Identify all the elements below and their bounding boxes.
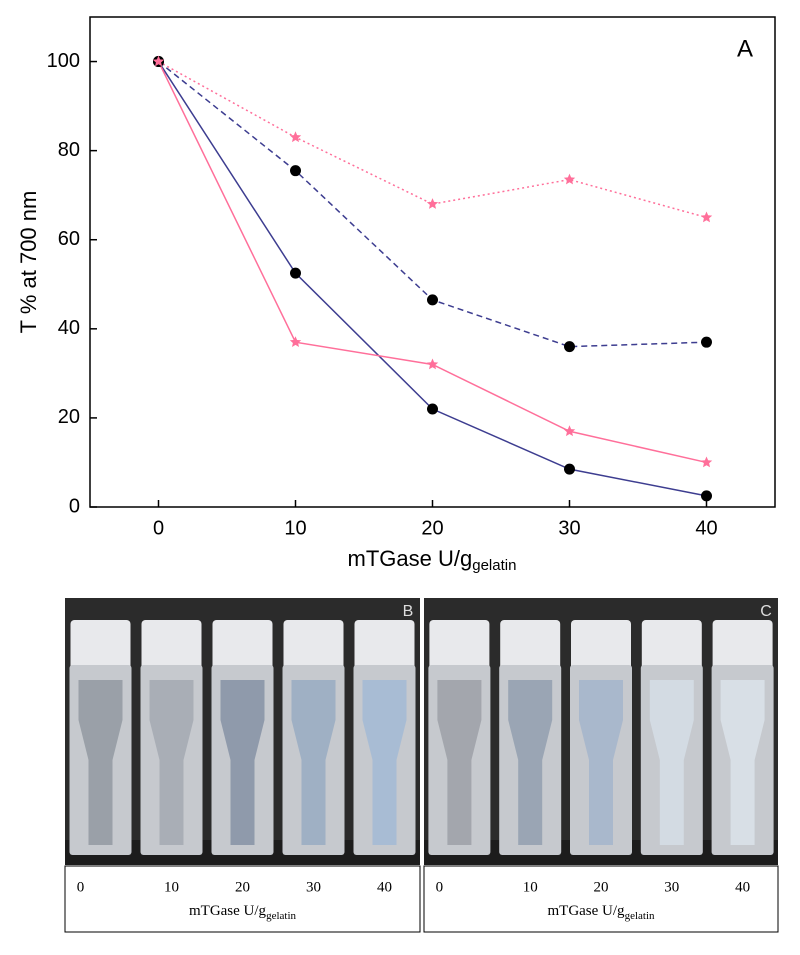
panel-label: A: [737, 35, 753, 62]
caption-box: [423, 865, 779, 933]
star-marker: [426, 198, 439, 209]
star-marker: [700, 211, 713, 223]
y-axis-label: T % at 700 nm: [16, 191, 41, 334]
cuvette-cap: [429, 620, 490, 675]
circle-marker: [427, 294, 438, 306]
cuvette-liquid: [220, 680, 265, 845]
cuvette-liquid: [508, 680, 553, 845]
cuvette-cap: [70, 620, 131, 675]
cuvette-cap: [712, 620, 773, 675]
cuvette-liquid: [720, 680, 765, 845]
photo-label: B: [403, 603, 414, 620]
cuvette-liquid: [149, 680, 194, 845]
series-line: [158, 60, 707, 219]
photo-caption: mTGase U/ggelatin: [547, 903, 655, 921]
star-marker: [563, 173, 576, 185]
y-tick-label: 100: [47, 50, 80, 72]
sample-label: 20: [594, 879, 609, 895]
y-tick-label: 20: [58, 406, 80, 428]
sample-label: 10: [523, 879, 538, 895]
y-tick-label: 0: [69, 495, 80, 517]
x-tick-label: 10: [284, 517, 306, 539]
caption-box: [64, 865, 421, 933]
star-marker: [289, 131, 302, 143]
circle-marker: [701, 490, 712, 502]
cuvette-liquid: [649, 680, 694, 845]
sample-label: 30: [664, 879, 679, 895]
cuvette-cap: [500, 620, 561, 675]
cuvette-cap: [354, 620, 415, 675]
sample-label: 40: [735, 879, 750, 895]
cuvette-cap: [571, 620, 631, 675]
sample-label: 10: [164, 879, 179, 895]
y-tick-label: 80: [58, 139, 80, 161]
circle-marker: [290, 267, 301, 279]
circle-marker: [427, 403, 438, 415]
sample-label: 40: [377, 879, 392, 895]
x-label-main: mTGase U/g: [348, 546, 473, 571]
cuvette-liquid: [362, 680, 407, 845]
caption-main: mTGase U/g: [189, 903, 267, 919]
star-marker: [289, 336, 302, 347]
cuvette-liquid: [291, 680, 336, 845]
sample-label: 30: [306, 879, 321, 895]
series-line: [157, 61, 707, 464]
x-tick-label: 20: [421, 517, 443, 539]
star-marker: [700, 456, 713, 468]
circle-marker: [564, 341, 575, 353]
x-tick-label: 40: [695, 517, 717, 539]
x-axis-label: mTGase U/ggelatin: [348, 546, 517, 574]
star-marker: [563, 425, 576, 437]
cuvette-cap: [141, 620, 202, 675]
photo-caption: mTGase U/ggelatin: [189, 903, 297, 921]
circle-marker: [701, 336, 712, 348]
cuvette-cap: [212, 620, 273, 675]
x-tick-label: 30: [558, 517, 580, 539]
star-marker: [152, 55, 165, 67]
cuvette-cap: [283, 620, 344, 675]
x-tick-label: 0: [153, 517, 164, 539]
x-label-sub: gelatin: [472, 557, 516, 574]
cuvette-liquid: [78, 680, 123, 845]
cuvette-liquid: [437, 680, 482, 845]
star-marker: [426, 358, 439, 370]
plot-frame: [89, 16, 776, 508]
caption-main: mTGase U/g: [547, 903, 625, 919]
sample-label: 0: [77, 879, 85, 895]
y-tick-label: 40: [58, 317, 80, 339]
caption-sub: gelatin: [625, 910, 655, 922]
y-tick-label: 60: [58, 228, 80, 250]
circle-marker: [290, 165, 301, 177]
cuvette-cap: [641, 620, 702, 675]
circle-marker: [564, 463, 575, 475]
photo-label: C: [760, 603, 772, 620]
caption-sub: gelatin: [266, 910, 296, 922]
cuvette-liquid: [579, 680, 623, 845]
sample-label: 20: [235, 879, 250, 895]
sample-label: 0: [436, 879, 444, 895]
